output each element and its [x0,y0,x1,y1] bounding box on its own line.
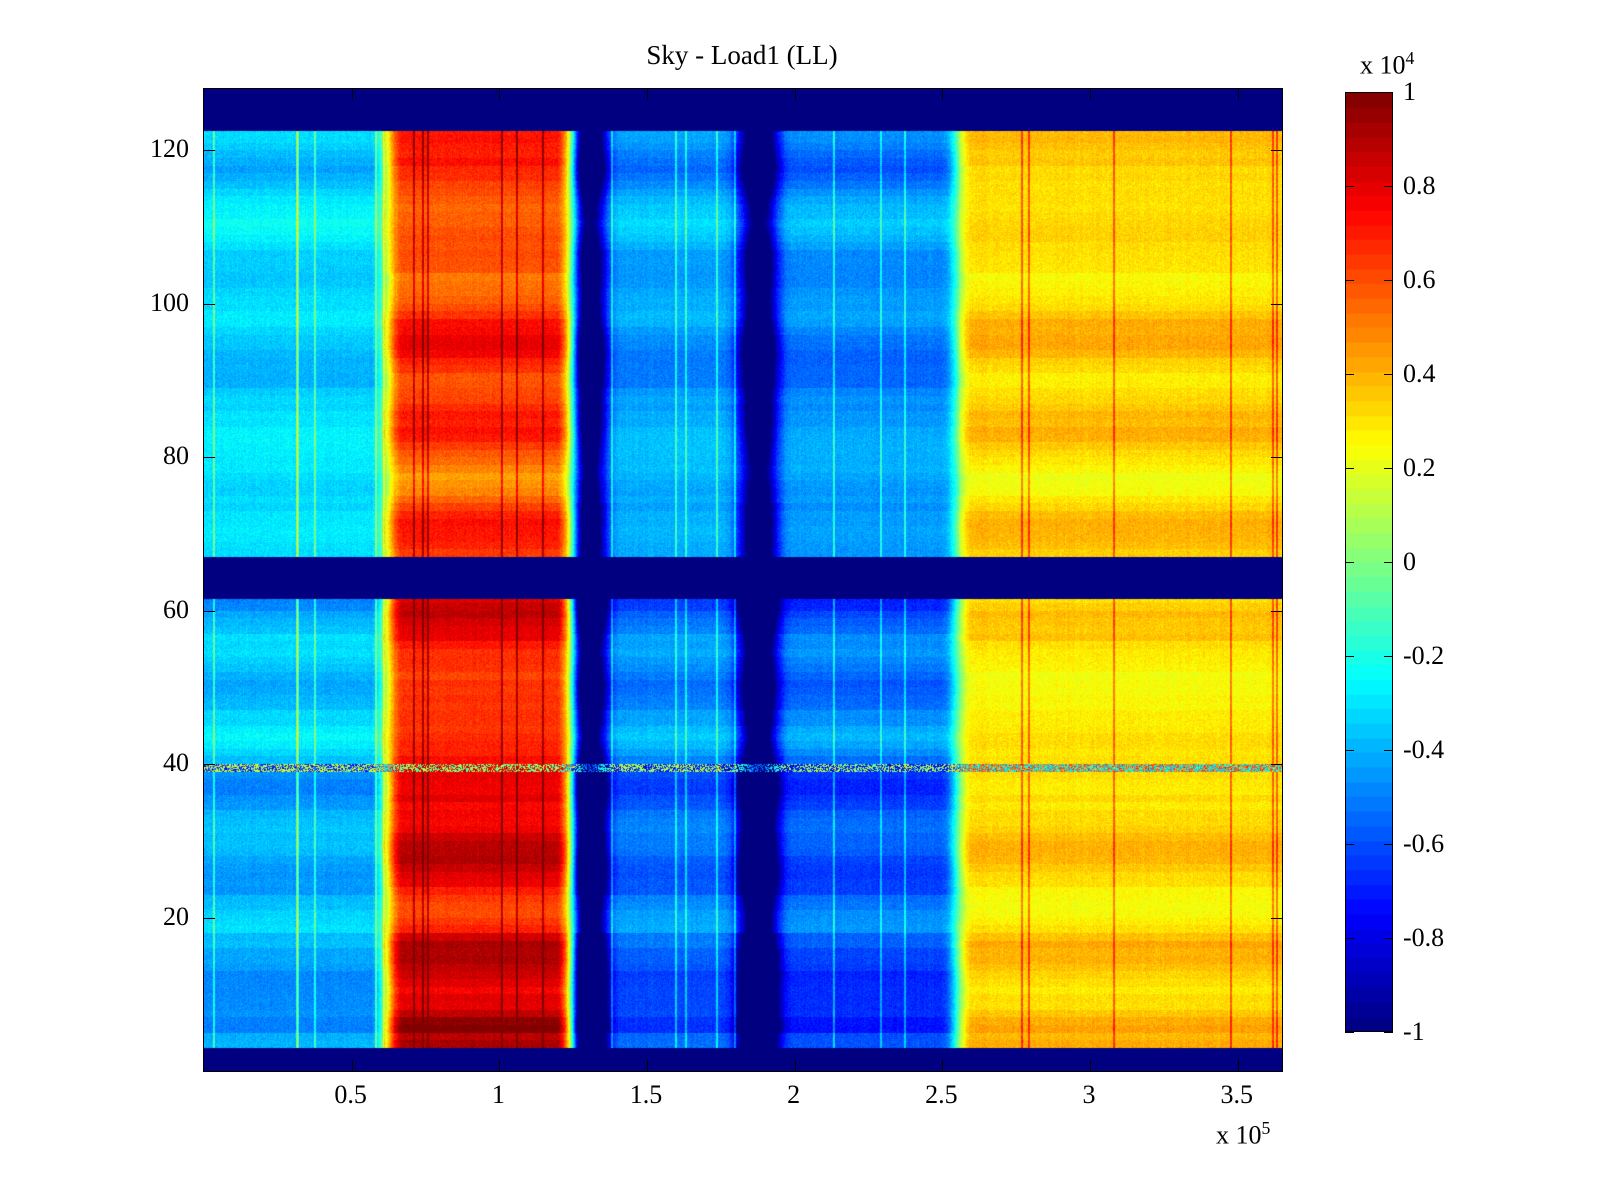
y-tick-left [204,610,215,612]
x-tick-top [1090,89,1092,100]
colorbar-tick-label: -0.6 [1403,829,1445,858]
x-tick-label: 3.5 [1220,1080,1253,1109]
colorbar-tick [1384,562,1393,563]
page-title: Sky - Load1 (LL) [646,40,838,70]
y-tick-left [204,150,215,152]
colorbar-tick [1345,562,1354,563]
x-tick-bottom [942,1060,944,1071]
y-tick-right [1271,150,1282,152]
colorbar-tick [1384,750,1393,751]
colorbar-tick [1345,938,1354,939]
x-tick-bottom [499,1060,501,1071]
colorbar-tick [1345,1032,1354,1033]
x-tick-label: 0.5 [334,1080,367,1109]
x-tick-label: 3 [1082,1080,1096,1109]
colorbar-tick [1384,656,1393,657]
colorbar-tick-label: 0.6 [1403,265,1436,294]
colorbar-tick-label: 0 [1403,547,1416,576]
y-tick-right [1271,303,1282,305]
y-tick-left [204,303,215,305]
x-tick-label: 1.5 [629,1080,663,1109]
y-tick-label: 100 [150,287,189,317]
y-tick-label: 80 [163,441,189,471]
y-tick-label: 40 [163,748,189,778]
x-axis-exponent-label: x 105 [1216,1118,1271,1150]
x-tick-top [942,89,944,100]
colorbar-tick [1345,844,1354,845]
y-tick-left [204,457,215,459]
y-tick-left [204,917,215,919]
y-tick-right [1271,917,1282,919]
colorbar-tick-label: -0.4 [1403,735,1445,764]
colorbar-tick [1384,1032,1393,1033]
colorbar-tick [1345,750,1354,751]
heatmap-axes[interactable] [203,88,1283,1072]
colorbar-tick-label: 0.4 [1403,359,1436,388]
x-tick-bottom [1090,1060,1092,1071]
colorbar-tick [1345,186,1354,187]
colorbar-tick [1384,374,1393,375]
colorbar-tick [1384,938,1393,939]
y-tick-left [204,764,215,766]
y-tick-right [1271,764,1282,766]
x-tick-bottom [647,1060,648,1071]
colorbar[interactable]: 1 0.8 0.6 0.4 0.2 0 -0.2 -0.4 -0.6 -0.8 -1 [1345,77,1444,1046]
colorbar-tick [1345,92,1354,93]
colorbar-tick [1384,468,1393,469]
x-tick-bottom [1237,1060,1239,1071]
y-tick-label: 120 [150,134,189,164]
colorbar-tick [1345,468,1354,469]
colorbar-tick-label: 0.8 [1403,171,1436,200]
x-tick-bottom [794,1060,796,1071]
colorbar-tick [1384,280,1393,281]
x-tick-label: 2 [787,1080,801,1109]
heatmap-image [204,89,1282,1071]
x-tick-top [499,89,501,100]
colorbar-tick-label: 0.2 [1403,453,1436,482]
x-tick-top [351,89,353,100]
x-tick-bottom [351,1060,353,1071]
colorbar-tick [1345,280,1354,281]
x-tick-label: 1 [491,1080,505,1109]
colorbar-tick [1384,844,1393,845]
x-tick-label: 2.5 [925,1080,958,1109]
colorbar-tick-label: 1 [1403,77,1416,106]
y-tick-right [1271,610,1282,612]
colorbar-tick-label: -0.2 [1403,641,1445,670]
x-tick-top [647,89,648,100]
colorbar-tick-label: -0.8 [1403,923,1445,952]
colorbar-tick [1384,92,1393,93]
colorbar-tick-label: -1 [1403,1017,1425,1046]
x-tick-top [794,89,796,100]
x-tick-top [1237,89,1239,100]
colorbar-tick [1345,374,1354,375]
colorbar-tick [1345,656,1354,657]
y-tick-label: 60 [163,594,189,624]
y-tick-right [1271,457,1282,459]
y-tick-label: 20 [163,901,189,931]
colorbar-exponent-label: x 104 [1360,48,1415,80]
colorbar-tick [1384,186,1393,187]
